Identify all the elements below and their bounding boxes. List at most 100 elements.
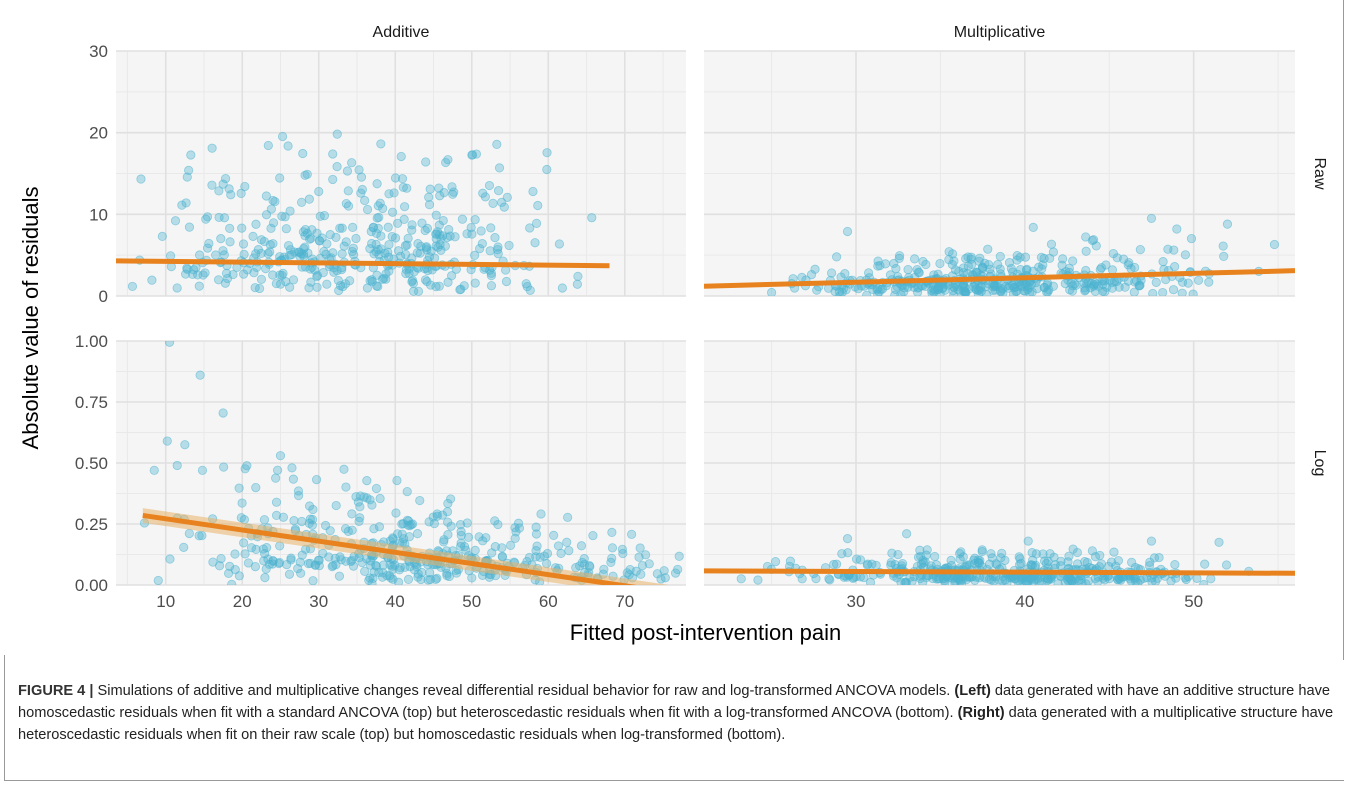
data-point [599, 564, 609, 574]
data-point [413, 286, 424, 296]
data-point [214, 186, 224, 196]
data-point [644, 559, 654, 569]
data-point [426, 280, 436, 290]
data-point [470, 215, 480, 225]
data-point [993, 260, 1003, 270]
data-point [977, 263, 988, 273]
y-tick-label: 0.75 [75, 393, 108, 412]
data-point [268, 270, 278, 280]
data-point [557, 283, 567, 293]
data-point [641, 550, 651, 560]
data-point [525, 285, 535, 295]
data-point [400, 241, 411, 251]
facet-row-label: Log [1311, 450, 1328, 477]
data-point [797, 272, 807, 282]
data-point [1146, 536, 1157, 546]
data-point [186, 150, 196, 160]
data-point [1042, 280, 1052, 290]
data-point [177, 200, 187, 210]
data-point [259, 515, 270, 525]
points-group [116, 129, 610, 296]
data-point [421, 242, 432, 252]
data-point [961, 253, 971, 264]
data-point [271, 497, 282, 507]
data-point [528, 186, 538, 197]
data-point [220, 173, 231, 184]
data-point [172, 283, 182, 293]
data-point [250, 562, 260, 572]
data-point [399, 214, 409, 224]
data-point [278, 512, 289, 522]
data-point [224, 184, 234, 194]
data-point [1032, 284, 1042, 294]
data-point [624, 570, 634, 580]
data-point [448, 189, 458, 199]
data-point [806, 269, 817, 280]
data-point [216, 553, 226, 564]
data-point [162, 436, 172, 446]
points-group [704, 213, 1295, 296]
frame-right-border [1343, 0, 1344, 660]
data-point [284, 569, 295, 579]
data-point [214, 212, 224, 223]
data-point [456, 530, 466, 541]
data-point [320, 520, 331, 531]
data-point [1135, 244, 1145, 255]
data-point [785, 556, 796, 566]
data-point [541, 558, 552, 569]
data-point [256, 274, 267, 284]
data-point [236, 513, 246, 523]
data-point [1135, 280, 1145, 290]
data-point [225, 223, 235, 233]
data-point [246, 543, 257, 553]
y-tick-label: 30 [89, 42, 108, 61]
data-point [1093, 577, 1103, 585]
data-point [573, 271, 583, 281]
data-point [467, 573, 477, 583]
data-point [237, 223, 247, 233]
data-point [278, 268, 288, 278]
data-point [531, 218, 542, 228]
data-point [563, 512, 573, 522]
data-point [542, 164, 552, 175]
data-point [673, 564, 683, 575]
data-point [182, 172, 192, 182]
data-point [328, 174, 338, 185]
data-point [928, 284, 939, 294]
data-point [374, 522, 385, 532]
data-point [356, 172, 367, 182]
data-point [488, 198, 498, 208]
data-point [455, 520, 466, 530]
data-point [270, 196, 280, 207]
data-point [337, 249, 347, 259]
data-point [339, 241, 349, 251]
panel-additive-raw: 0 10 20 30 Additive [89, 24, 686, 306]
data-point [842, 226, 853, 237]
fit-line [116, 258, 610, 269]
data-point [996, 553, 1006, 563]
data-point [283, 141, 293, 151]
facet-row-label: Raw [1311, 157, 1328, 189]
caption-frame [4, 655, 1344, 781]
data-point [918, 558, 928, 568]
data-point [211, 250, 221, 260]
data-point [261, 564, 271, 574]
data-point [770, 556, 781, 567]
data-point [1012, 286, 1022, 296]
x-tick-label: 70 [615, 592, 634, 611]
data-point [572, 279, 582, 289]
points-group [704, 529, 1295, 585]
data-point [332, 129, 342, 139]
data-point [327, 562, 337, 572]
data-point [240, 549, 250, 559]
data-point [198, 270, 208, 280]
data-point [880, 259, 891, 269]
data-point [298, 227, 309, 237]
data-point [1028, 222, 1038, 232]
data-point [348, 243, 358, 253]
data-point [981, 573, 991, 583]
data-point [265, 247, 275, 257]
data-point [837, 549, 847, 559]
data-point [1154, 552, 1164, 563]
data-point [294, 491, 304, 501]
